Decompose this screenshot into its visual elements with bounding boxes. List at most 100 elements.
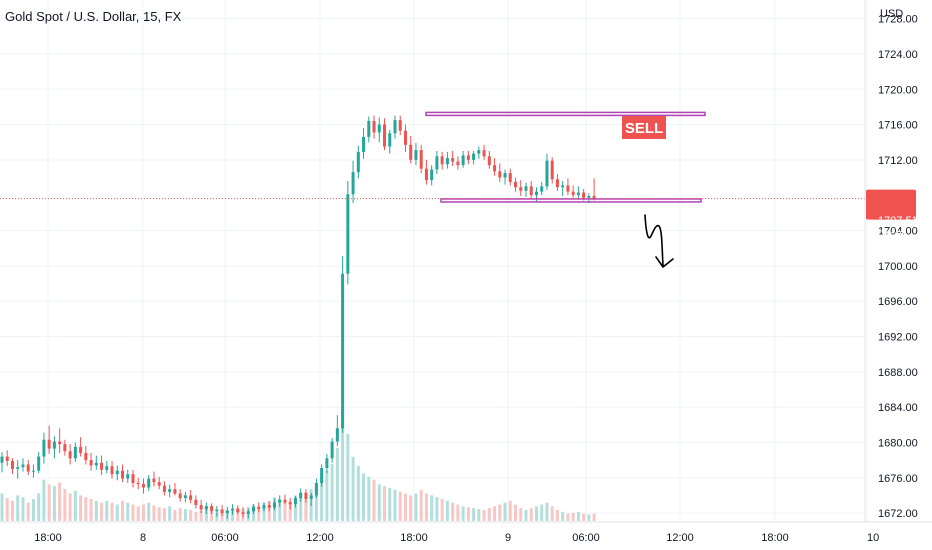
candle[interactable] <box>534 191 538 196</box>
candle[interactable] <box>487 156 491 166</box>
candle[interactable] <box>409 144 413 160</box>
candle[interactable] <box>115 470 119 475</box>
candle[interactable] <box>524 186 528 191</box>
candle[interactable] <box>367 120 371 137</box>
candle[interactable] <box>215 509 219 512</box>
candle[interactable] <box>199 505 203 510</box>
candle[interactable] <box>325 458 329 469</box>
candle[interactable] <box>31 470 35 472</box>
candle[interactable] <box>540 186 544 192</box>
candle[interactable] <box>550 160 554 180</box>
candle[interactable] <box>89 460 93 466</box>
candle[interactable] <box>393 120 397 134</box>
candle[interactable] <box>472 153 476 160</box>
candle[interactable] <box>304 492 308 499</box>
candle[interactable] <box>320 468 324 484</box>
candle[interactable] <box>514 181 518 188</box>
candle[interactable] <box>204 505 208 510</box>
candle[interactable] <box>257 506 261 509</box>
candle[interactable] <box>383 124 387 147</box>
candle[interactable] <box>341 273 345 429</box>
candle[interactable] <box>555 179 559 188</box>
candle[interactable] <box>466 155 470 160</box>
candle[interactable] <box>73 446 77 459</box>
candle[interactable] <box>68 451 72 459</box>
candle[interactable] <box>362 136 366 152</box>
candle[interactable] <box>173 489 177 494</box>
candle[interactable] <box>252 506 256 512</box>
candle[interactable] <box>403 130 407 145</box>
candle[interactable] <box>58 441 62 445</box>
candle[interactable] <box>157 482 161 486</box>
candle[interactable] <box>16 467 20 469</box>
candle[interactable] <box>236 508 240 513</box>
candle[interactable] <box>377 124 381 133</box>
candle[interactable] <box>152 478 156 483</box>
candle[interactable] <box>519 187 523 191</box>
candle[interactable] <box>42 439 46 457</box>
candle[interactable] <box>299 492 303 499</box>
candle[interactable] <box>576 192 580 196</box>
candle[interactable] <box>445 158 449 165</box>
candle[interactable] <box>566 185 570 192</box>
candle[interactable] <box>121 470 125 479</box>
candle[interactable] <box>293 498 297 505</box>
candle[interactable] <box>482 150 486 157</box>
candle[interactable] <box>587 196 591 198</box>
candle[interactable] <box>84 453 88 461</box>
candle[interactable] <box>47 439 51 449</box>
candle[interactable] <box>398 120 402 131</box>
candle[interactable] <box>288 502 292 505</box>
candle[interactable] <box>21 464 25 468</box>
candle[interactable] <box>424 168 428 181</box>
candle[interactable] <box>147 478 151 488</box>
candle[interactable] <box>79 446 83 454</box>
candle[interactable] <box>231 508 235 511</box>
candle[interactable] <box>105 466 109 470</box>
time-axis[interactable]: 18:00 8 06:00 12:00 18:00 9 06:00 12:00 18:00 10 <box>0 521 932 544</box>
candle[interactable] <box>168 489 172 492</box>
candle[interactable] <box>351 172 355 195</box>
candle[interactable] <box>141 483 145 488</box>
candle[interactable] <box>430 169 434 181</box>
candle[interactable] <box>241 512 245 514</box>
candle[interactable] <box>335 428 339 442</box>
candle[interactable] <box>278 499 282 503</box>
candle[interactable] <box>63 444 67 452</box>
candle[interactable] <box>571 191 575 196</box>
candle[interactable] <box>330 441 334 459</box>
candle[interactable] <box>456 161 460 166</box>
support-line[interactable] <box>440 198 702 203</box>
candle[interactable] <box>477 150 481 154</box>
candle[interactable] <box>451 158 455 162</box>
candle[interactable] <box>94 462 98 466</box>
candle[interactable] <box>267 505 271 508</box>
candle[interactable] <box>26 464 30 472</box>
candle[interactable] <box>529 186 533 196</box>
candle[interactable] <box>10 460 14 469</box>
candle[interactable] <box>309 495 313 499</box>
price-axis[interactable]: USD 1728.00 1724.00 1720.00 1716.00 1712.00 1… <box>864 0 918 522</box>
candle[interactable] <box>435 156 439 170</box>
candle[interactable] <box>314 483 318 496</box>
candle[interactable] <box>162 485 166 492</box>
sell-badge[interactable]: SELL <box>622 116 666 139</box>
candle[interactable] <box>440 156 444 165</box>
candle[interactable] <box>5 456 9 461</box>
candle[interactable] <box>508 173 512 182</box>
candle[interactable] <box>561 185 565 188</box>
candle[interactable] <box>493 165 497 172</box>
candle[interactable] <box>178 493 182 499</box>
candle[interactable] <box>225 510 229 514</box>
candle[interactable] <box>283 499 287 503</box>
candle[interactable] <box>419 150 423 169</box>
candle[interactable] <box>37 456 41 471</box>
candle[interactable] <box>0 456 4 463</box>
resistance-line[interactable] <box>425 111 706 117</box>
candle[interactable] <box>183 495 187 499</box>
candle[interactable] <box>346 194 350 274</box>
candle[interactable] <box>582 192 586 198</box>
candle[interactable] <box>272 502 276 508</box>
candle[interactable] <box>461 155 465 166</box>
